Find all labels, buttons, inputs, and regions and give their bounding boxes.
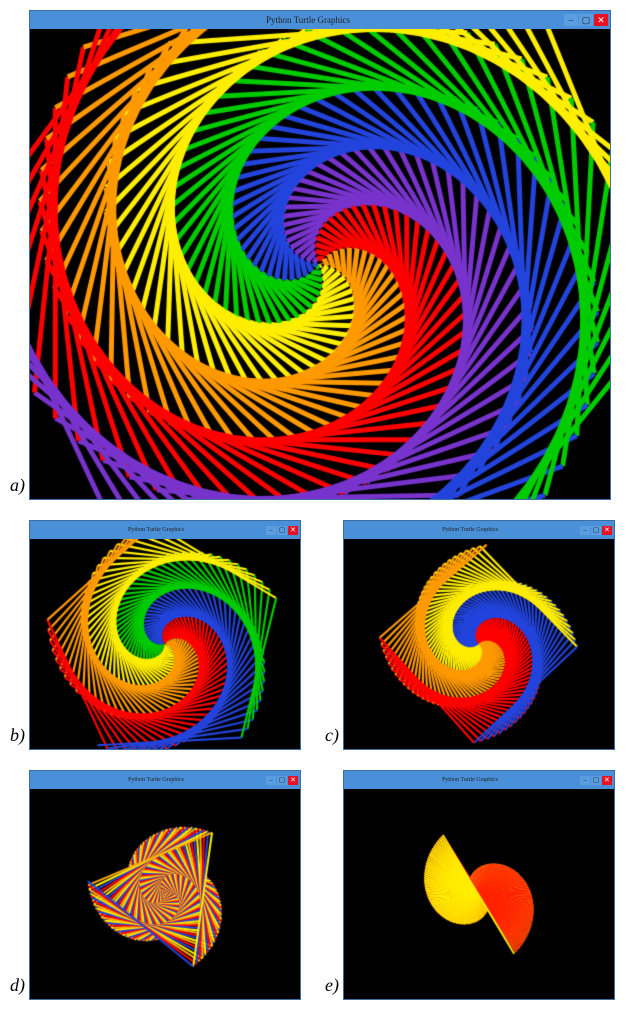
close-button[interactable]: ✕: [288, 526, 298, 535]
maximize-button[interactable]: ▢: [591, 526, 601, 535]
close-button[interactable]: ✕: [602, 776, 612, 785]
close-button[interactable]: ✕: [602, 526, 612, 535]
panel-b: b) Python Turtle Graphics – ▢ ✕: [10, 520, 305, 750]
panel-e-label: e): [325, 975, 339, 996]
maximize-button[interactable]: ▢: [277, 776, 287, 785]
maximize-button[interactable]: ▢: [277, 526, 287, 535]
minimize-button[interactable]: –: [580, 776, 590, 785]
minimize-button[interactable]: –: [266, 526, 276, 535]
minimize-button[interactable]: –: [564, 14, 578, 26]
window-title: Python Turtle Graphics: [52, 15, 564, 25]
window-controls: – ▢ ✕: [580, 526, 612, 535]
window-title: Python Turtle Graphics: [360, 777, 580, 783]
window-controls: – ▢ ✕: [266, 776, 298, 785]
window-controls: – ▢ ✕: [266, 526, 298, 535]
window-controls: – ▢ ✕: [580, 776, 612, 785]
titlebar-d: Python Turtle Graphics – ▢ ✕: [30, 771, 300, 789]
minimize-button[interactable]: –: [266, 776, 276, 785]
titlebar-b: Python Turtle Graphics – ▢ ✕: [30, 521, 300, 539]
panel-c: c) Python Turtle Graphics – ▢ ✕: [325, 520, 620, 750]
window-e: Python Turtle Graphics – ▢ ✕: [343, 770, 615, 1000]
canvas-e: [344, 789, 614, 999]
window-title: Python Turtle Graphics: [46, 777, 266, 783]
panel-d: d) Python Turtle Graphics – ▢ ✕: [10, 770, 305, 1000]
window-a: Python Turtle Graphics – ▢ ✕: [29, 10, 611, 500]
panel-a: a) Python Turtle Graphics – ▢ ✕: [10, 10, 620, 500]
window-title: Python Turtle Graphics: [360, 527, 580, 533]
panel-e: e) Python Turtle Graphics – ▢ ✕: [325, 770, 620, 1000]
panel-c-label: c): [325, 725, 339, 746]
panel-b-label: b): [10, 725, 25, 746]
window-title: Python Turtle Graphics: [46, 527, 266, 533]
titlebar-c: Python Turtle Graphics – ▢ ✕: [344, 521, 614, 539]
window-d: Python Turtle Graphics – ▢ ✕: [29, 770, 301, 1000]
window-b: Python Turtle Graphics – ▢ ✕: [29, 520, 301, 750]
window-c: Python Turtle Graphics – ▢ ✕: [343, 520, 615, 750]
close-button[interactable]: ✕: [288, 776, 298, 785]
panel-a-label: a): [10, 475, 25, 496]
maximize-button[interactable]: ▢: [579, 14, 593, 26]
window-controls: – ▢ ✕: [564, 14, 608, 26]
titlebar-e: Python Turtle Graphics – ▢ ✕: [344, 771, 614, 789]
minimize-button[interactable]: –: [580, 526, 590, 535]
canvas-c: [344, 539, 614, 749]
panel-d-label: d): [10, 975, 25, 996]
canvas-a: [30, 29, 610, 499]
canvas-b: [30, 539, 300, 749]
maximize-button[interactable]: ▢: [591, 776, 601, 785]
close-button[interactable]: ✕: [594, 14, 608, 26]
titlebar-a: Python Turtle Graphics – ▢ ✕: [30, 11, 610, 29]
canvas-d: [30, 789, 300, 999]
